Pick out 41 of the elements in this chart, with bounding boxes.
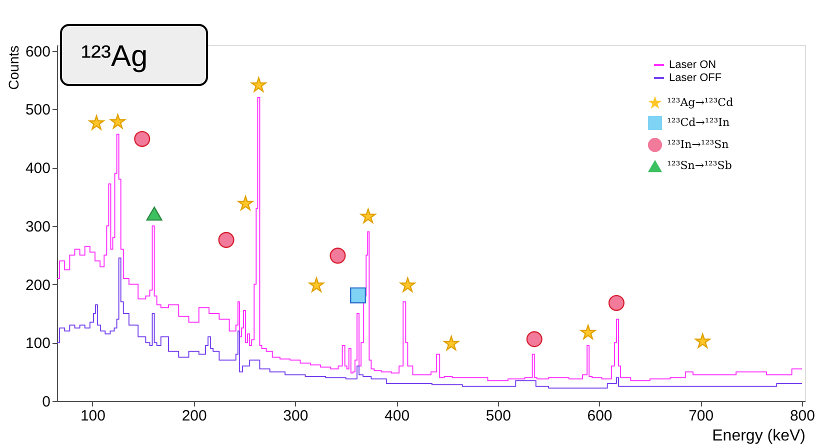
point <box>218 232 234 248</box>
x-tick-label: 800 <box>790 408 815 424</box>
legend-label: Laser ON <box>669 59 716 71</box>
point <box>526 331 542 348</box>
legend-label: ¹²³Sn→¹²³Sb <box>667 159 732 172</box>
legend-label: Laser OFF <box>669 72 722 84</box>
point <box>251 77 266 92</box>
point <box>360 208 376 224</box>
y-tick-label: 200 <box>25 276 50 294</box>
x-tick-label: 700 <box>688 408 714 424</box>
annotation: ¹²³Ag <box>81 40 148 73</box>
legend-label: ¹²³Ag→¹²³Cd <box>667 96 734 109</box>
point <box>350 287 366 304</box>
y-tick-label: 400 <box>25 160 50 178</box>
y-tick-label: 300 <box>25 218 50 236</box>
point <box>400 277 416 292</box>
legend-label: ¹²³Cd→¹²³In <box>667 116 730 129</box>
x-axis-title: Energy (keV) <box>712 428 806 444</box>
point <box>330 248 346 264</box>
y-axis-title: Counts <box>5 46 22 90</box>
point <box>110 114 126 129</box>
point <box>308 277 324 292</box>
y-tick-label: 0 <box>42 394 50 410</box>
point <box>134 130 150 147</box>
point <box>238 196 254 210</box>
x-tick-label: 100 <box>80 408 106 424</box>
x-tick-label: 500 <box>486 408 511 424</box>
point <box>88 115 104 130</box>
x-tick-label: 600 <box>587 408 612 424</box>
y-tick-label: 100 <box>25 335 50 352</box>
legend-label: ¹²³In→¹²³Sn <box>667 138 729 151</box>
x-tick-label: 400 <box>384 408 410 424</box>
point <box>580 324 596 340</box>
x-tick-label: 200 <box>182 408 207 424</box>
y-tick-label: 500 <box>25 102 50 119</box>
point <box>694 333 710 348</box>
x-tick-label: 300 <box>283 408 308 424</box>
point <box>608 294 624 311</box>
point <box>146 206 162 221</box>
point <box>444 336 459 350</box>
y-tick-label: 600 <box>25 43 50 60</box>
